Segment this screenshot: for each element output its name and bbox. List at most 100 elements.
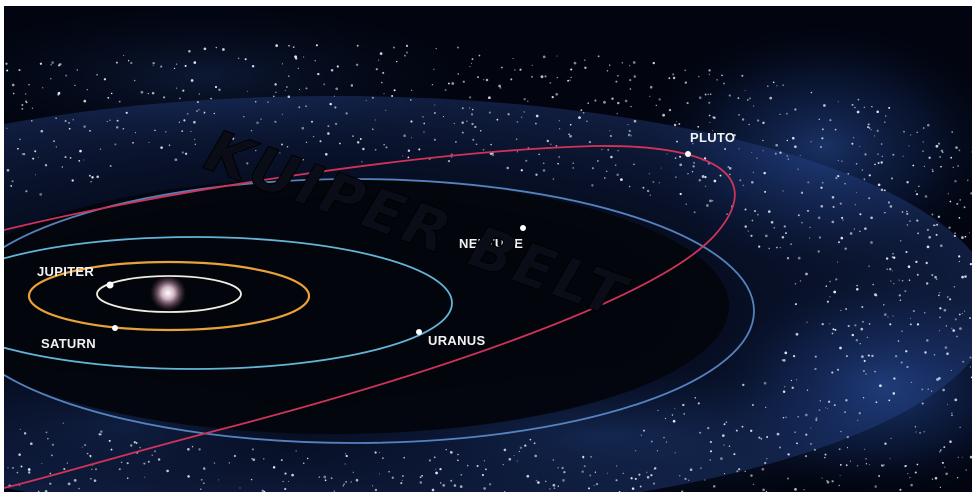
belt-particle	[11, 180, 14, 183]
belt-particle	[961, 456, 963, 458]
belt-particle	[708, 101, 711, 104]
belt-particle	[50, 78, 52, 80]
belt-particle	[86, 88, 89, 91]
belt-particle	[603, 177, 606, 179]
belt-particle	[931, 478, 934, 480]
belt-particle	[423, 122, 426, 125]
belt-particle	[272, 466, 276, 469]
belt-particle	[888, 106, 891, 109]
belt-particle	[851, 142, 854, 145]
belt-particle	[275, 44, 279, 47]
belt-particle	[666, 153, 668, 155]
belt-particle	[284, 487, 287, 491]
belt-particle	[747, 230, 749, 232]
uranus-orbit	[4, 236, 453, 370]
belt-particle	[938, 450, 941, 453]
belt-particle	[818, 118, 821, 121]
belt-particle	[838, 484, 840, 487]
belt-particle	[449, 451, 453, 454]
belt-particle	[818, 236, 822, 239]
belt-particle	[939, 307, 942, 310]
belt-particle	[865, 463, 868, 465]
belt-particle	[907, 473, 909, 475]
belt-particle	[535, 479, 538, 482]
belt-particle	[333, 95, 335, 97]
belt-particle	[252, 458, 256, 462]
belt-particle	[649, 95, 651, 98]
belt-particle	[580, 109, 583, 111]
belt-particle	[899, 299, 902, 302]
belt-particle	[912, 164, 915, 167]
belt-particle	[728, 166, 732, 170]
belt-particle	[556, 76, 559, 79]
belt-particle	[933, 354, 936, 356]
belt-particle	[435, 468, 437, 470]
belt-particle	[451, 82, 455, 85]
belt-particle	[603, 100, 606, 104]
belt-particle	[951, 327, 953, 329]
belt-particle	[193, 120, 196, 124]
belt-particle	[910, 134, 912, 136]
belt-particle	[791, 386, 794, 389]
belt-particle	[288, 45, 290, 47]
belt-particle	[261, 489, 264, 492]
belt-particle	[127, 60, 130, 62]
belt-particle	[934, 275, 937, 279]
belt-particle	[203, 47, 207, 51]
belt-particle	[810, 141, 812, 143]
diagram-canvas: JUPITER SATURN URANUS NEPTUNE PLUTO KUIP…	[4, 6, 972, 492]
belt-particle	[821, 128, 824, 131]
belt-particle	[61, 166, 63, 168]
belt-particle	[597, 55, 600, 58]
belt-particle	[901, 279, 904, 282]
belt-particle	[794, 431, 796, 434]
belt-particle	[281, 113, 283, 115]
belt-particle	[646, 471, 648, 473]
belt-particle	[891, 270, 893, 272]
belt-particle	[279, 152, 281, 154]
belt-particle	[767, 85, 769, 87]
belt-particle	[582, 455, 585, 459]
belt-particle	[795, 332, 799, 336]
belt-particle	[885, 115, 887, 117]
belt-particle	[943, 308, 947, 312]
belt-particle	[890, 437, 892, 440]
belt-particle	[729, 173, 731, 176]
belt-particle	[712, 116, 714, 118]
belt-particle	[909, 317, 912, 319]
belt-particle	[762, 139, 764, 142]
belt-particle	[469, 66, 471, 68]
belt-particle	[642, 186, 645, 189]
belt-particle	[45, 431, 48, 434]
belt-particle	[925, 282, 929, 285]
belt-particle	[450, 479, 453, 482]
belt-particle	[728, 445, 731, 447]
belt-particle	[969, 366, 972, 368]
jupiter-dot	[106, 281, 114, 289]
belt-particle	[707, 93, 709, 96]
belt-particle	[330, 69, 334, 72]
belt-particle	[672, 76, 676, 80]
belt-particle	[706, 204, 709, 207]
belt-particle	[401, 475, 404, 477]
belt-particle	[350, 84, 354, 87]
belt-particle	[633, 163, 635, 166]
belt-particle	[6, 168, 10, 172]
belt-particle	[344, 463, 346, 465]
belt-particle	[656, 450, 659, 452]
belt-particle	[132, 141, 134, 144]
belt-particle	[919, 431, 922, 434]
belt-particle	[949, 440, 952, 443]
belt-particle	[940, 449, 942, 451]
belt-particle	[867, 126, 869, 129]
belt-particle	[184, 64, 187, 67]
belt-particle	[66, 462, 69, 464]
belt-particle	[76, 69, 79, 71]
belt-particle	[853, 228, 855, 230]
belt-particle	[938, 330, 940, 332]
belt-particle	[251, 448, 254, 451]
belt-particle	[691, 171, 694, 173]
belt-particle	[954, 180, 957, 183]
belt-particle	[914, 471, 917, 474]
belt-particle	[12, 92, 15, 95]
